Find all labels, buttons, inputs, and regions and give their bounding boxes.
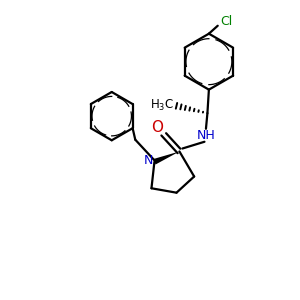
Text: H$_3$C: H$_3$C (150, 98, 174, 113)
Text: O: O (151, 120, 163, 135)
Polygon shape (153, 152, 179, 164)
Text: N: N (144, 154, 153, 167)
Text: Cl: Cl (221, 15, 233, 28)
Text: NH: NH (196, 129, 215, 142)
